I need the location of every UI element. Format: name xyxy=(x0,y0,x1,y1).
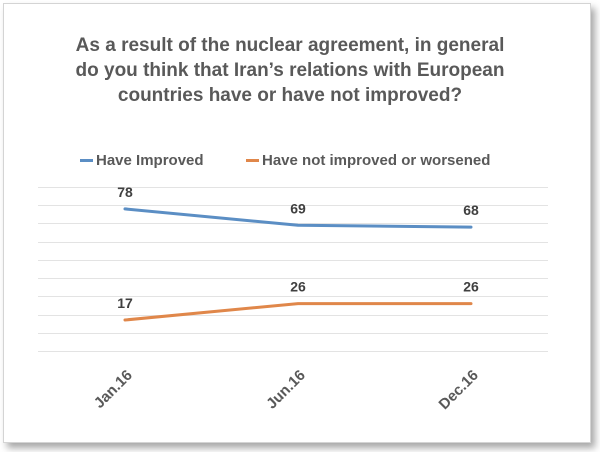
chart-title: As a result of the nuclear agreement, in… xyxy=(75,35,505,106)
data-label: 69 xyxy=(290,200,306,216)
data-label: 26 xyxy=(463,279,479,295)
legend-item-have-improved: Have Improved xyxy=(80,152,204,169)
legend-label-not-improved: Have not improved or worsened xyxy=(262,152,491,169)
data-label: 26 xyxy=(290,279,306,295)
x-tick-label: Jan.16 xyxy=(91,367,136,412)
series-line-not-improved xyxy=(123,302,473,322)
data-label: 17 xyxy=(117,295,133,311)
legend-item-not-improved: Have not improved or worsened xyxy=(246,152,490,169)
x-tick-label: Jun.16 xyxy=(263,367,309,413)
data-label: 78 xyxy=(117,184,133,200)
data-label: 68 xyxy=(463,202,479,218)
x-tick-label: Dec.16 xyxy=(436,367,482,413)
legend-swatch-have-improved xyxy=(80,159,93,162)
series-line-have-improved xyxy=(123,207,473,229)
legend-swatch-not-improved xyxy=(246,159,259,162)
legend-label-have-improved: Have Improved xyxy=(96,152,204,169)
